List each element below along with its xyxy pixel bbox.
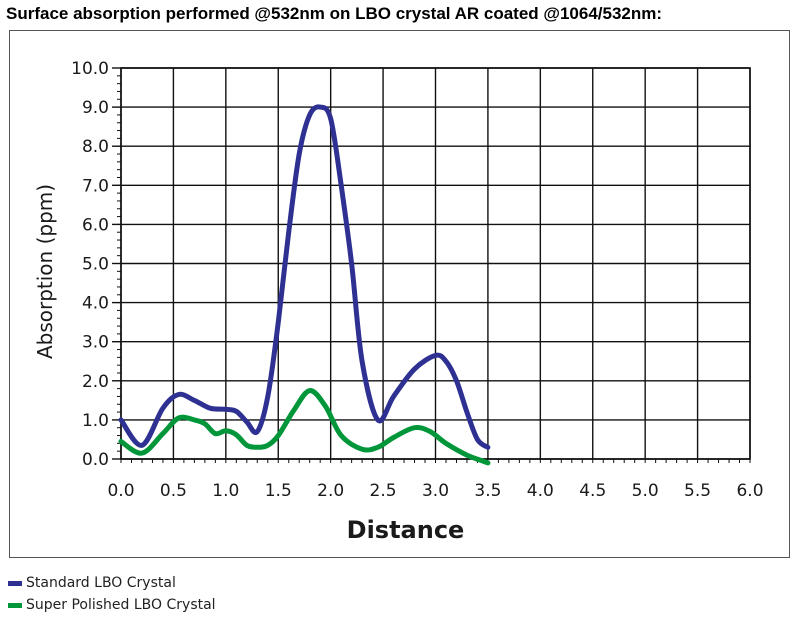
x-tick-label: 4.0: [527, 481, 554, 501]
legend-swatch-standard: [8, 580, 22, 586]
x-tick-label: 0.0: [107, 481, 134, 501]
x-tick-label: 5.0: [632, 481, 659, 501]
y-tick-label: 3.0: [82, 333, 109, 353]
legend-label-super-polished: Super Polished LBO Crystal: [26, 597, 216, 613]
legend-item-super-polished: Super Polished LBO Crystal: [8, 594, 216, 616]
chart-legend: Standard LBO Crystal Super Polished LBO …: [8, 572, 216, 616]
y-tick-label: 4.0: [82, 294, 109, 314]
chart-frame: [9, 30, 790, 558]
x-tick-label: 5.5: [684, 481, 711, 501]
y-tick-label: 6.0: [82, 215, 109, 235]
absorption-chart: 0.0 0.5 1.0 1.5 2.0 2.5 3.0 3.5 4.0 4.5 5.0 5.5 6.0 0…: [33, 59, 764, 544]
y-axis-title: Absorption (ppm): [33, 184, 57, 359]
x-axis-title: Distance: [347, 516, 465, 544]
x-tick-label: 0.5: [160, 481, 187, 501]
x-tick-label: 1.5: [265, 481, 292, 501]
x-tick-label: 4.5: [579, 481, 606, 501]
y-tick-label: 7.0: [82, 176, 109, 196]
y-tick-label: 8.0: [82, 137, 109, 157]
x-tick-label: 6.0: [736, 481, 763, 501]
series-line-super-polished: [118, 388, 491, 466]
y-tick-label: 5.0: [82, 255, 109, 275]
page-title: Surface absorption performed @532nm on L…: [6, 4, 663, 23]
legend-label-standard: Standard LBO Crystal: [26, 575, 176, 591]
legend-item-standard: Standard LBO Crystal: [8, 572, 216, 594]
x-tick-label: 1.0: [212, 481, 239, 501]
x-tick-label: 3.0: [422, 481, 449, 501]
y-tick-label: 2.0: [82, 372, 109, 392]
x-tick-label: 2.5: [370, 481, 397, 501]
y-tick-label: 0.0: [82, 450, 109, 470]
y-tick-label: 10.0: [71, 59, 109, 79]
y-tick-label: 9.0: [82, 98, 109, 118]
legend-swatch-super-polished: [8, 602, 22, 608]
x-tick-label: 3.5: [474, 481, 501, 501]
x-tick-label: 2.0: [317, 481, 344, 501]
y-tick-label: 1.0: [82, 411, 109, 431]
series-line-standard: [118, 104, 491, 450]
